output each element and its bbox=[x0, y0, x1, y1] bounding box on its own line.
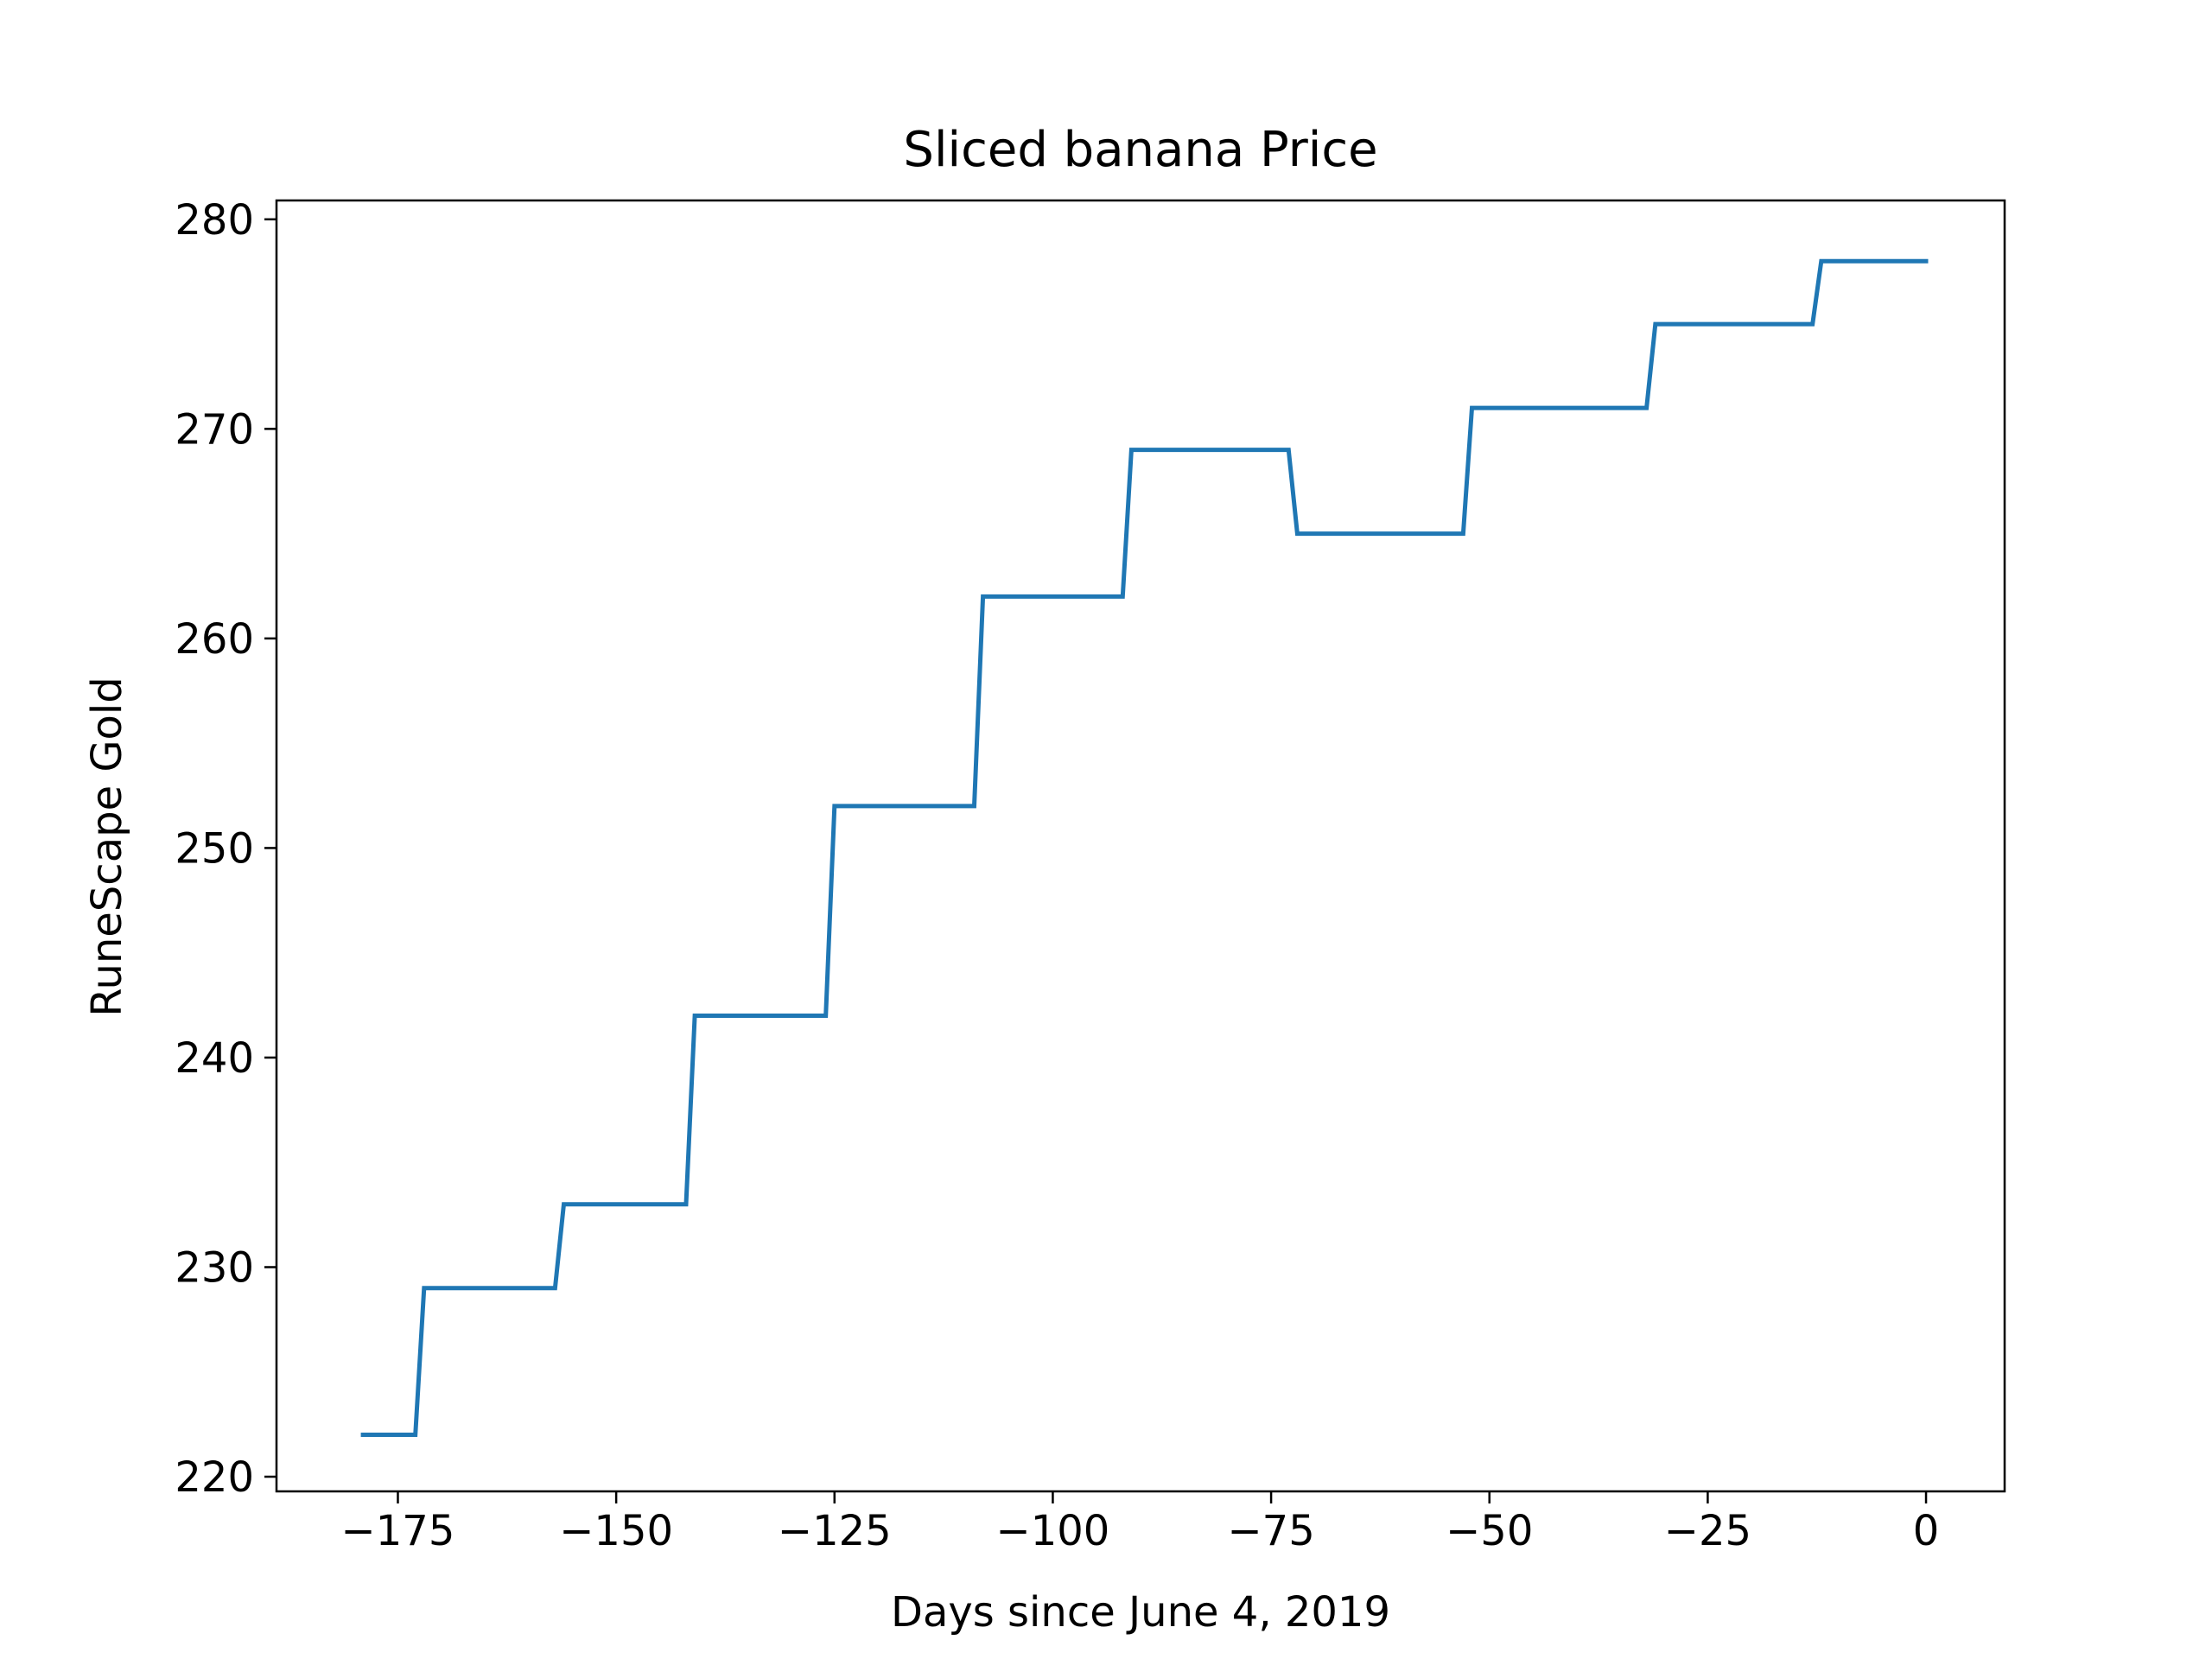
y-tick-label: 220 bbox=[175, 1453, 254, 1502]
plot-frame bbox=[275, 199, 2006, 1493]
x-tick-label: −175 bbox=[341, 1507, 455, 1555]
x-tick-label: −75 bbox=[1227, 1507, 1314, 1555]
y-tick-label: 260 bbox=[175, 615, 254, 664]
x-axis-label: Days since June 4, 2019 bbox=[891, 1588, 1390, 1637]
y-tick-label: 280 bbox=[175, 196, 254, 245]
x-tick-label: −125 bbox=[778, 1507, 892, 1555]
x-axis-ticks: −175 −150 −125 −100 −75 −50 −25 0 bbox=[341, 1491, 1940, 1555]
y-tick-label: 250 bbox=[175, 824, 254, 873]
y-axis-ticks: 220 230 240 250 260 270 280 bbox=[175, 196, 276, 1502]
price-series-line bbox=[360, 258, 1929, 1437]
x-tick-label: −100 bbox=[996, 1507, 1110, 1555]
x-tick-label: −25 bbox=[1664, 1507, 1751, 1555]
y-tick-label: 240 bbox=[175, 1034, 254, 1083]
y-tick-label: 230 bbox=[175, 1243, 254, 1292]
x-tick-label: 0 bbox=[1913, 1507, 1940, 1555]
y-tick-label: 270 bbox=[175, 405, 254, 454]
x-tick-label: −50 bbox=[1446, 1507, 1533, 1555]
y-axis-label: RuneScape Gold bbox=[83, 677, 131, 1016]
chart-title: Sliced banana Price bbox=[903, 122, 1377, 178]
x-tick-label: −150 bbox=[559, 1507, 673, 1555]
plot-area bbox=[360, 258, 1929, 1437]
